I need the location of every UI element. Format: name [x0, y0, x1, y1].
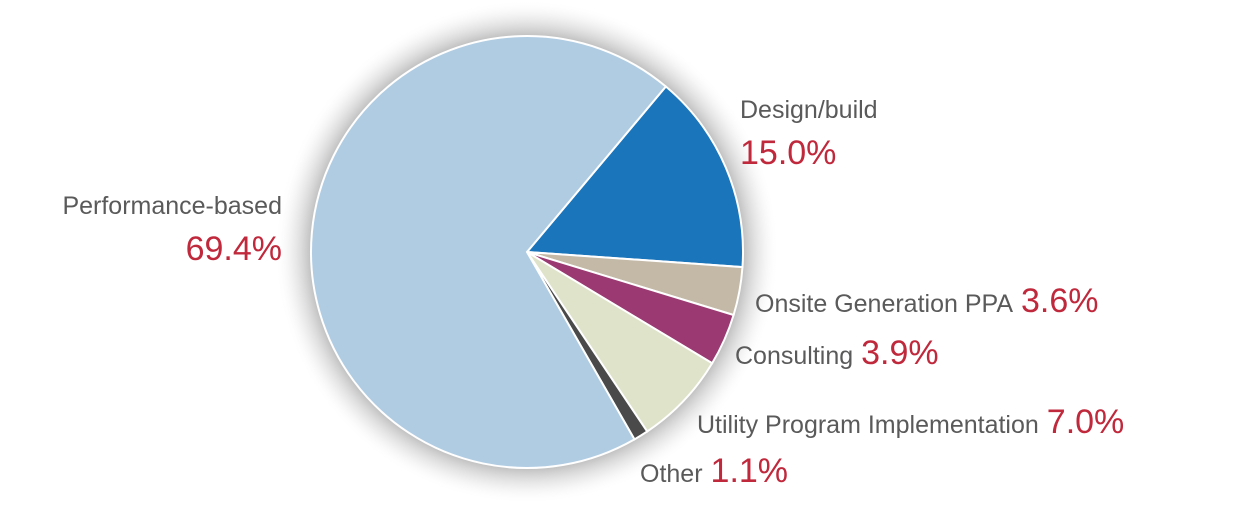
slice-value: 7.0% [1047, 403, 1125, 441]
slice-name: Utility Program Implementation [697, 411, 1039, 439]
slice-label: Consulting 3.9% [735, 334, 939, 372]
slice-value: 15.0% [740, 134, 836, 172]
slice-value: 69.4% [186, 230, 282, 268]
pie-slice [524, 85, 744, 269]
slice-label: Utility Program Implementation 7.0% [697, 403, 1124, 441]
pie-slice [310, 35, 668, 469]
slice-name: Performance-based [62, 192, 282, 220]
slice-value: 3.6% [1021, 282, 1099, 320]
slice-name: Design/build [740, 96, 878, 124]
slice-name: Onsite Generation PPA [755, 290, 1013, 318]
slice-label: Other 1.1% [640, 452, 788, 490]
slices [310, 35, 744, 469]
labels: Design/build 15.0% Onsite Generation PPA 3.… [62, 96, 1124, 490]
slice-label: Onsite Generation PPA 3.6% [755, 282, 1099, 320]
slice-name: Consulting [735, 342, 853, 370]
slice-name: Other [640, 460, 703, 488]
slice-value: 1.1% [711, 452, 789, 490]
slice-value: 3.9% [861, 334, 939, 372]
